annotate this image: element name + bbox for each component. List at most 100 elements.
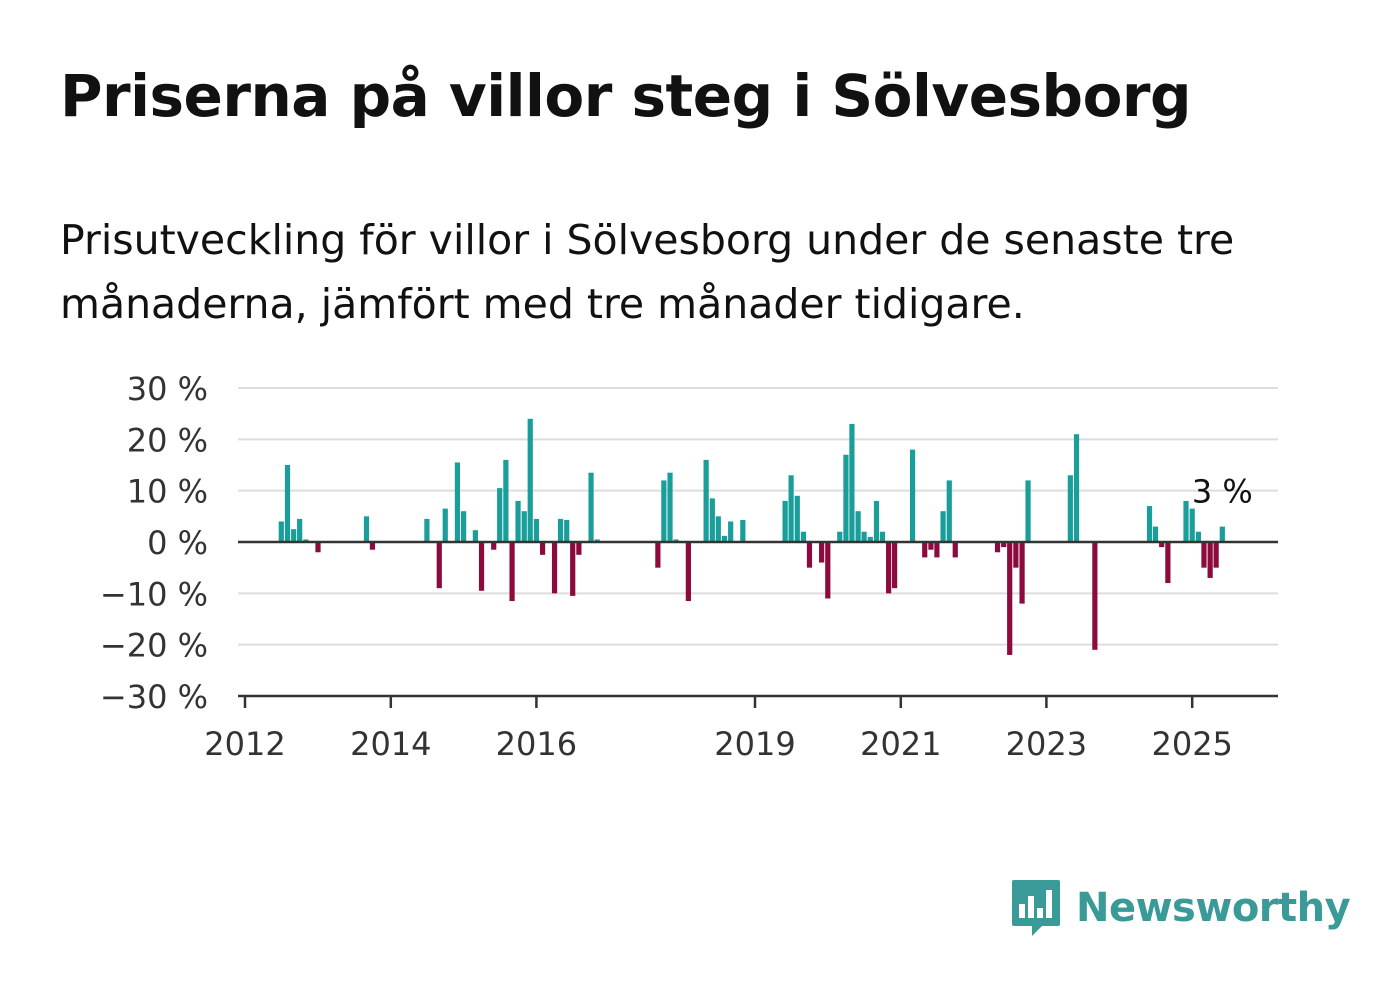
annotation-label: 3 % [1192, 473, 1253, 511]
bar [819, 542, 825, 563]
bar [527, 418, 533, 542]
annotations: 3 % [1192, 473, 1253, 511]
y-tick-label: −20 % [100, 627, 208, 665]
bar [928, 542, 934, 550]
bar [873, 500, 880, 542]
bar [806, 542, 813, 568]
bar [539, 542, 546, 555]
x-tick-label: 2014 [350, 725, 431, 763]
bar [436, 542, 442, 589]
bar [1189, 508, 1195, 542]
x-tick-label: 2019 [714, 725, 795, 763]
bar [685, 542, 691, 602]
bar [576, 542, 582, 555]
bar [1195, 531, 1201, 542]
bar-chart: 30 %20 %10 %0 %−10 %−20 %−30 % 2012 2014 2… [100, 370, 1278, 763]
bar [461, 511, 467, 542]
bars [278, 418, 1225, 655]
bar [667, 472, 673, 542]
bar [1152, 526, 1159, 542]
bar [661, 480, 667, 542]
bar [588, 472, 594, 542]
bar [1201, 542, 1207, 568]
bar [886, 542, 892, 594]
bar [703, 459, 709, 542]
bar [728, 521, 734, 542]
bar [1013, 542, 1019, 568]
bar [788, 475, 794, 542]
bar [843, 454, 849, 542]
x-axis-ticks: 2012 2014 2016 2019 2021 2023 2025 [204, 696, 1233, 763]
bar [491, 542, 497, 550]
bar [594, 539, 600, 542]
bar [1073, 434, 1080, 542]
bar-chart-speech-bubble-icon [1012, 880, 1060, 936]
x-tick-label: 2012 [204, 725, 285, 763]
bar [424, 518, 430, 542]
bar [363, 516, 370, 542]
bar [673, 539, 679, 542]
bar [952, 542, 958, 558]
newsworthy-logo: Newsworthy [1010, 878, 1351, 938]
bar [837, 531, 843, 542]
bar [278, 521, 284, 542]
bar [497, 488, 503, 542]
bar [564, 519, 570, 542]
bar [1019, 542, 1025, 604]
bar [855, 511, 861, 542]
bar [1001, 542, 1007, 548]
bar [454, 462, 461, 542]
x-tick-label: 2023 [1006, 725, 1087, 763]
bar [557, 518, 564, 542]
bar [892, 542, 898, 589]
bar [1159, 542, 1165, 548]
bar [472, 530, 478, 542]
bar [800, 531, 807, 542]
bar [1207, 542, 1213, 578]
bar [551, 542, 558, 594]
bar [946, 480, 952, 542]
bar [284, 465, 291, 542]
y-axis-tick-labels: 30 % 20 % 10 % 0 % −10 % −20 % −30 % [100, 370, 208, 716]
bar [1183, 500, 1189, 542]
axes [238, 540, 1278, 698]
y-tick-label: −10 % [100, 575, 208, 613]
bar [1025, 480, 1031, 542]
bar [1146, 506, 1153, 542]
bar [369, 542, 376, 550]
bar [1007, 542, 1013, 655]
bar [1092, 542, 1098, 650]
bar [994, 542, 1001, 553]
bar [825, 542, 831, 599]
y-tick-label: 10 % [127, 473, 208, 511]
bar [794, 495, 800, 542]
bar [478, 542, 485, 591]
bar [934, 542, 940, 558]
bar [1067, 475, 1073, 542]
bar [521, 511, 527, 542]
bar [879, 531, 886, 542]
bar [940, 511, 946, 542]
grid-lines [238, 387, 1278, 646]
bar [291, 529, 297, 542]
x-tick-label: 2016 [496, 725, 577, 763]
bar [740, 519, 746, 542]
bar [1165, 542, 1171, 584]
bar [515, 500, 521, 542]
bar [782, 500, 788, 542]
bar [709, 498, 715, 542]
bar [442, 508, 448, 542]
bar [655, 542, 661, 568]
bar [570, 542, 576, 596]
bar [1219, 526, 1225, 542]
bar [509, 542, 515, 602]
chart-subtitle: Prisutveckling för villor i Sölvesborg u… [60, 216, 1235, 328]
y-tick-label: 0 % [147, 524, 208, 562]
bar [303, 539, 309, 542]
x-tick-label: 2021 [860, 725, 941, 763]
bar [315, 542, 321, 553]
bar [297, 518, 303, 542]
bar [533, 518, 539, 542]
bar [909, 449, 916, 542]
bar [867, 536, 873, 542]
